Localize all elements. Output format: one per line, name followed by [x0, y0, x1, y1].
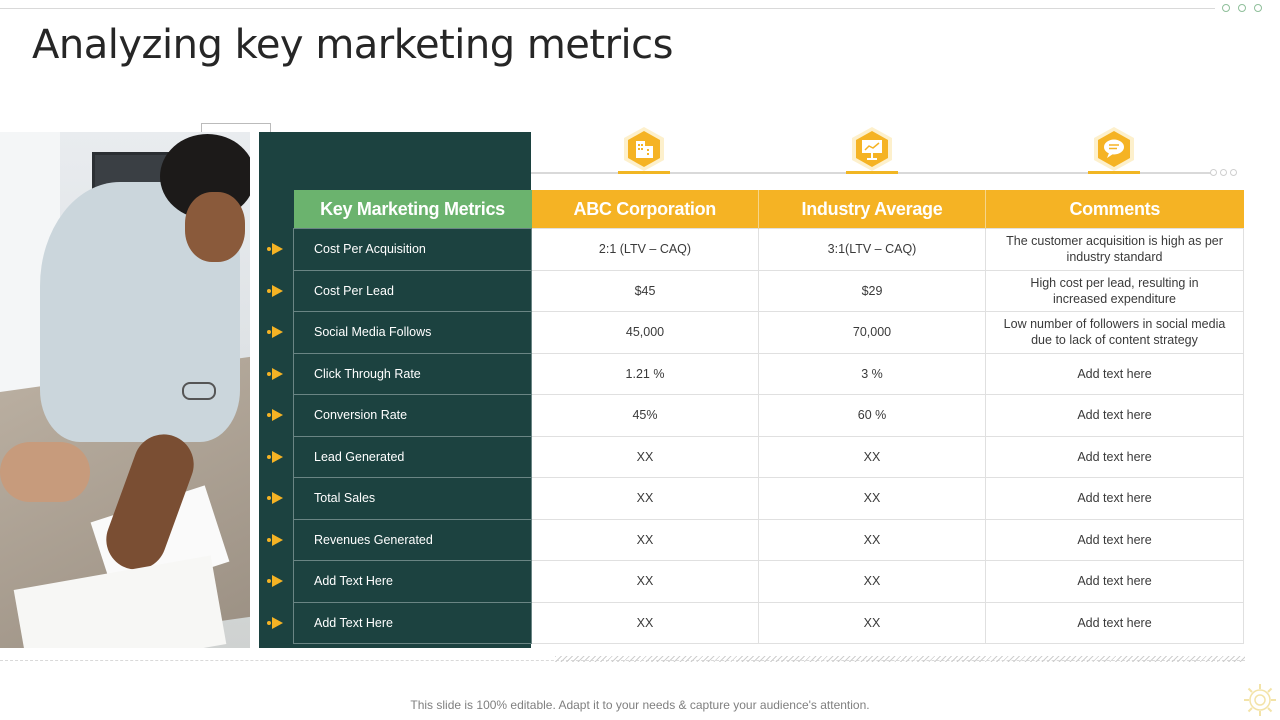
arrow-bullet-icon: [267, 450, 283, 463]
industry-value-cell: 70,000: [758, 311, 986, 354]
metric-name-cell: Total Sales: [267, 477, 532, 520]
table-row: Cost Per Lead $45 $29 High cost per lead, r…: [267, 269, 1244, 312]
metric-label: Revenues Generated: [314, 532, 433, 547]
comment-cell: Add text here: [985, 560, 1244, 603]
table-row: Lead Generated XX XX Add text here: [267, 435, 1244, 478]
industry-value-cell: 3 %: [758, 352, 986, 395]
abc-value-cell: 2:1 (LTV – CAQ): [531, 228, 759, 271]
industry-value-cell: $29: [758, 269, 986, 312]
metric-name-cell: Cost Per Lead: [267, 269, 532, 312]
top-divider: [0, 8, 1215, 9]
comment-cell: High cost per lead, resulting in increas…: [985, 269, 1244, 312]
arrow-bullet-icon: [267, 367, 283, 380]
industry-value-cell: 3:1(LTV – CAQ): [758, 228, 986, 271]
arrow-bullet-icon: [267, 533, 283, 546]
metric-name-cell: Conversion Rate: [267, 394, 532, 437]
arrow-bullet-icon: [267, 243, 283, 256]
decorative-dots: [1222, 4, 1262, 12]
table-row: Add Text Here XX XX Add text here: [267, 601, 1244, 644]
table-row: Total Sales XX XX Add text here: [267, 477, 1244, 520]
arrow-bullet-icon: [267, 326, 283, 339]
arrow-bullet-icon: [267, 492, 283, 505]
metric-name-cell: Revenues Generated: [267, 518, 532, 561]
metric-label: Total Sales: [314, 491, 376, 506]
abc-value-cell: 45%: [531, 394, 759, 437]
industry-value-cell: XX: [758, 477, 986, 520]
comment-cell: The customer acquisition is high as per …: [985, 228, 1244, 271]
header-key-marketing-metrics: Key Marketing Metrics: [293, 190, 532, 229]
meeting-photo: [0, 132, 250, 648]
metric-name-cell: Click Through Rate: [267, 352, 532, 395]
metric-label: Add Text Here: [314, 574, 393, 589]
comment-cell: Add text here: [985, 518, 1244, 561]
metric-label: Social Media Follows: [314, 325, 432, 340]
industry-value-cell: XX: [758, 560, 986, 603]
comment-cell: Add text here: [985, 394, 1244, 437]
abc-value-cell: XX: [531, 477, 759, 520]
table-row: Conversion Rate 45% 60 % Add text here: [267, 394, 1244, 437]
metric-name-cell: Cost Per Acquisition: [267, 228, 532, 271]
arrow-bullet-icon: [267, 575, 283, 588]
metric-label: Add Text Here: [314, 615, 393, 630]
metric-label: Lead Generated: [314, 449, 405, 464]
metric-name-cell: Add Text Here: [267, 560, 532, 603]
metrics-table: Key Marketing Metrics ABC Corporation In…: [267, 190, 1244, 644]
arrow-bullet-icon: [267, 616, 283, 629]
metric-label: Conversion Rate: [314, 408, 408, 423]
industry-value-cell: XX: [758, 601, 986, 644]
comment-cell: Add text here: [985, 435, 1244, 478]
metric-label: Click Through Rate: [314, 366, 421, 381]
gear-icon: [1244, 684, 1276, 716]
icon-underline: [618, 171, 670, 174]
header-comments: Comments: [985, 190, 1244, 229]
table-row: Add Text Here XX XX Add text here: [267, 560, 1244, 603]
industry-value-cell: XX: [758, 518, 986, 561]
abc-value-cell: $45: [531, 269, 759, 312]
presentation-board-icon: [852, 127, 892, 171]
industry-value-cell: XX: [758, 435, 986, 478]
table-header-row: Key Marketing Metrics ABC Corporation In…: [293, 190, 1244, 229]
metric-name-cell: Lead Generated: [267, 435, 532, 478]
comment-cell: Add text here: [985, 352, 1244, 395]
abc-value-cell: XX: [531, 560, 759, 603]
chat-bubble-icon: [1094, 127, 1134, 171]
footer-note: This slide is 100% editable. Adapt it to…: [410, 698, 870, 712]
arrow-bullet-icon: [267, 284, 283, 297]
abc-value-cell: 45,000: [531, 311, 759, 354]
header-industry-average: Industry Average: [758, 190, 986, 229]
table-row: Revenues Generated XX XX Add text here: [267, 518, 1244, 561]
arrow-bullet-icon: [267, 409, 283, 422]
comment-cell: Add text here: [985, 601, 1244, 644]
table-row: Social Media Follows 45,000 70,000 Low numb…: [267, 311, 1244, 354]
abc-value-cell: 1.21 %: [531, 352, 759, 395]
metric-label: Cost Per Lead: [314, 283, 394, 298]
abc-value-cell: XX: [531, 435, 759, 478]
metric-label: Cost Per Acquisition: [314, 242, 426, 257]
table-row: Cost Per Acquisition 2:1 (LTV – CAQ) 3:1(L…: [267, 228, 1244, 271]
industry-value-cell: 60 %: [758, 394, 986, 437]
comment-cell: Low number of followers in social media …: [985, 311, 1244, 354]
icon-row-dots: [1210, 169, 1237, 176]
table-row: Click Through Rate 1.21 % 3 % Add text here: [267, 352, 1244, 395]
slide-title: Analyzing key marketing metrics: [32, 22, 673, 68]
metric-name-cell: Social Media Follows: [267, 311, 532, 354]
building-icon: [624, 127, 664, 171]
abc-value-cell: XX: [531, 601, 759, 644]
comment-cell: Add text here: [985, 477, 1244, 520]
header-abc-corporation: ABC Corporation: [531, 190, 759, 229]
photo-frame-accent: [201, 123, 271, 136]
metric-name-cell: Add Text Here: [267, 601, 532, 644]
icon-underline: [846, 171, 898, 174]
abc-value-cell: XX: [531, 518, 759, 561]
hatch-decoration: [555, 656, 1245, 662]
icon-underline: [1088, 171, 1140, 174]
